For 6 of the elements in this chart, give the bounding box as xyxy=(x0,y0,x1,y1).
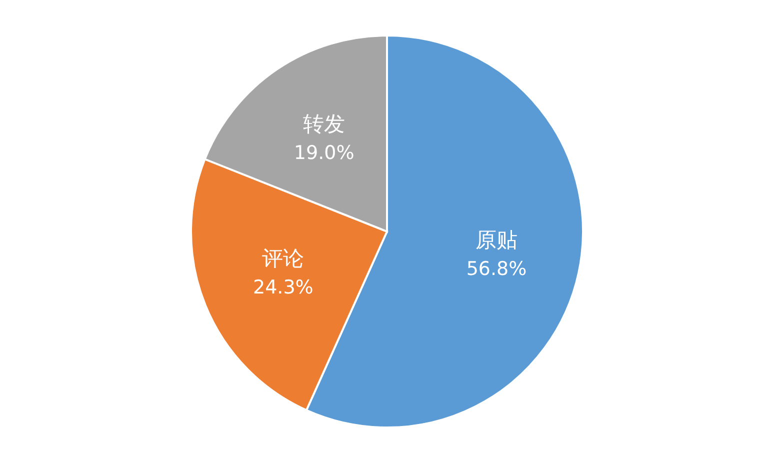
slice-label: 转发 xyxy=(303,112,346,136)
data-label: 56.8% xyxy=(466,258,527,280)
slice-label: 原贴 xyxy=(475,228,518,252)
data-label: 19.0% xyxy=(294,142,354,164)
slice-label: 评论 xyxy=(262,246,304,271)
data-label: 24.3% xyxy=(252,276,314,299)
